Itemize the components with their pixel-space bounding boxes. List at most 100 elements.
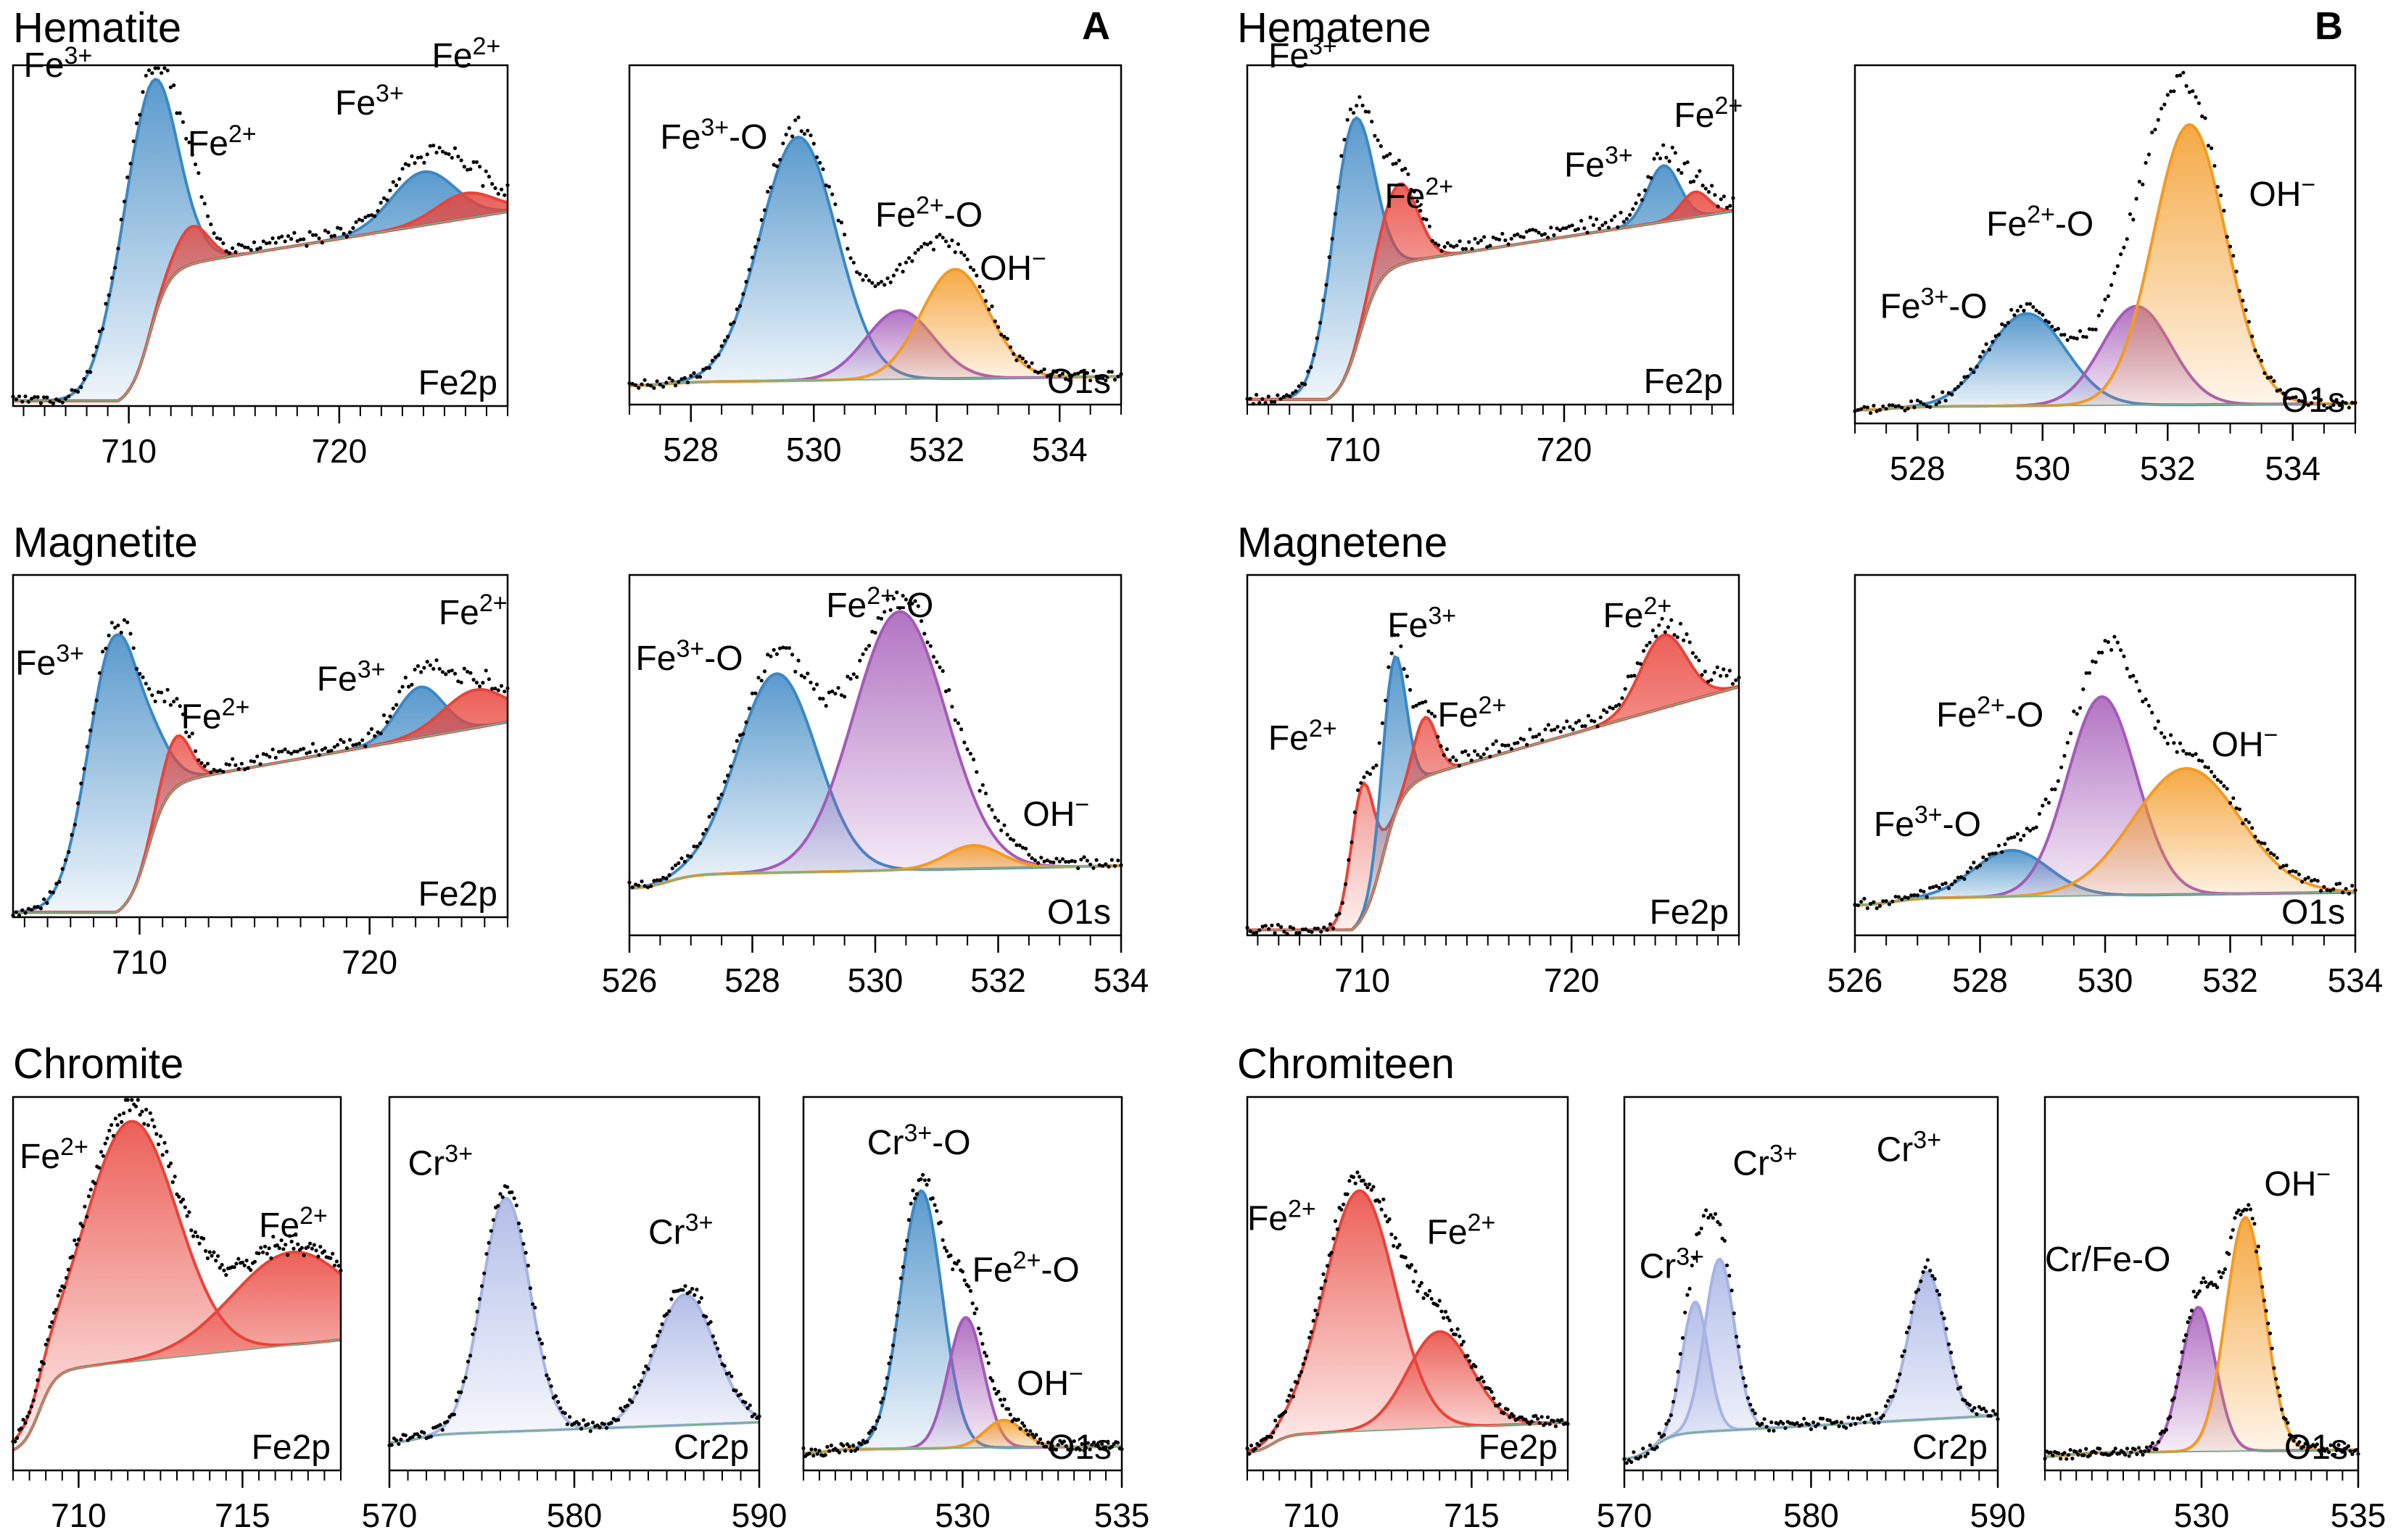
x-tick-label: 530 [2014, 450, 2070, 487]
data-point [1489, 1390, 1494, 1394]
data-point [419, 670, 423, 674]
data-point [1800, 1423, 1804, 1427]
x-tick-label: 526 [602, 961, 658, 999]
data-point [747, 268, 751, 272]
data-point [1426, 1293, 1430, 1298]
data-point [1476, 241, 1480, 245]
data-point [444, 672, 448, 676]
x-tick-label: 530 [2078, 961, 2133, 999]
data-point [679, 856, 684, 861]
data-point [873, 631, 877, 635]
data-point [1396, 633, 1400, 637]
data-point [1879, 1416, 1883, 1420]
data-point [249, 248, 253, 252]
data-point [1521, 235, 1526, 239]
data-point [2138, 1449, 2143, 1454]
data-point [2244, 818, 2248, 822]
data-point [23, 911, 28, 915]
data-point [1387, 1217, 1392, 1222]
data-point [1389, 651, 1394, 655]
data-point [75, 801, 80, 806]
data-point [846, 247, 850, 251]
data-point [64, 1275, 69, 1280]
data-point [1360, 103, 1365, 108]
data-point [983, 1350, 987, 1355]
data-point [1080, 1441, 1084, 1446]
data-point [2322, 403, 2326, 407]
data-point [2062, 333, 2067, 337]
x-tick-label: 710 [51, 1496, 107, 1534]
data-point [122, 618, 126, 622]
data-point [1934, 402, 1938, 407]
data-point [1076, 866, 1080, 871]
data-point [1276, 922, 1280, 927]
data-point [1704, 1208, 1708, 1212]
data-point [1402, 667, 1406, 671]
data-point [239, 761, 244, 766]
peak-label: Cr/Fe-O [2045, 1241, 2170, 1279]
data-point [369, 726, 373, 732]
peak-fill-2 [629, 269, 1121, 386]
data-point [2234, 806, 2239, 811]
data-point [1418, 209, 1423, 213]
region-label: O1s [2284, 1428, 2348, 1467]
data-point [774, 164, 779, 168]
data-point [1365, 1185, 1370, 1190]
peak-fill-3 [1247, 191, 1733, 400]
data-point [2169, 733, 2173, 737]
data-point [1783, 1426, 1787, 1431]
data-point [2228, 244, 2233, 249]
data-point [1024, 846, 1028, 850]
data-point [2191, 89, 2195, 94]
data-point [1585, 231, 1590, 235]
data-point [1851, 1416, 1855, 1420]
data-point [542, 1355, 547, 1359]
data-point [547, 1377, 551, 1381]
data-point [1439, 744, 1443, 748]
data-point [1946, 886, 1951, 890]
x-tick-label: 720 [1544, 961, 1600, 999]
data-point [790, 653, 795, 657]
data-point [147, 687, 152, 691]
data-point [1767, 1428, 1772, 1433]
data-point [983, 299, 988, 303]
data-point [133, 1104, 139, 1109]
data-point [1024, 360, 1028, 364]
data-point [1638, 662, 1642, 666]
data-point [177, 1195, 181, 1199]
data-point [468, 167, 473, 171]
data-point [2068, 1448, 2072, 1452]
data-point [227, 251, 231, 255]
data-point [987, 803, 991, 808]
data-point [1760, 1421, 1764, 1426]
data-point [2103, 297, 2107, 302]
data-point [787, 126, 791, 131]
data-point [2247, 1203, 2251, 1207]
data-point [1687, 640, 1692, 645]
data-point [2328, 405, 2333, 410]
data-point [1669, 618, 1674, 622]
data-point [753, 691, 758, 695]
data-point [1582, 226, 1587, 231]
data-point [655, 379, 659, 384]
peak-fill-1 [1855, 306, 2355, 410]
data-point [2221, 1270, 2225, 1275]
data-point [1016, 1417, 1020, 1422]
data-point [264, 241, 269, 246]
data-point [1399, 644, 1403, 648]
data-point [1685, 160, 1690, 165]
data-point [813, 1447, 818, 1452]
data-point [1335, 1227, 1339, 1231]
data-point [1046, 1440, 1051, 1445]
data-point [2103, 639, 2107, 643]
data-point [1481, 1379, 1486, 1384]
data-point [459, 680, 463, 684]
data-point [1613, 214, 1617, 218]
data-point [2248, 1207, 2253, 1212]
data-point [1439, 249, 1444, 253]
data-point [2162, 102, 2167, 107]
data-point [968, 1288, 973, 1293]
data-point [685, 380, 690, 385]
data-point [162, 699, 167, 704]
